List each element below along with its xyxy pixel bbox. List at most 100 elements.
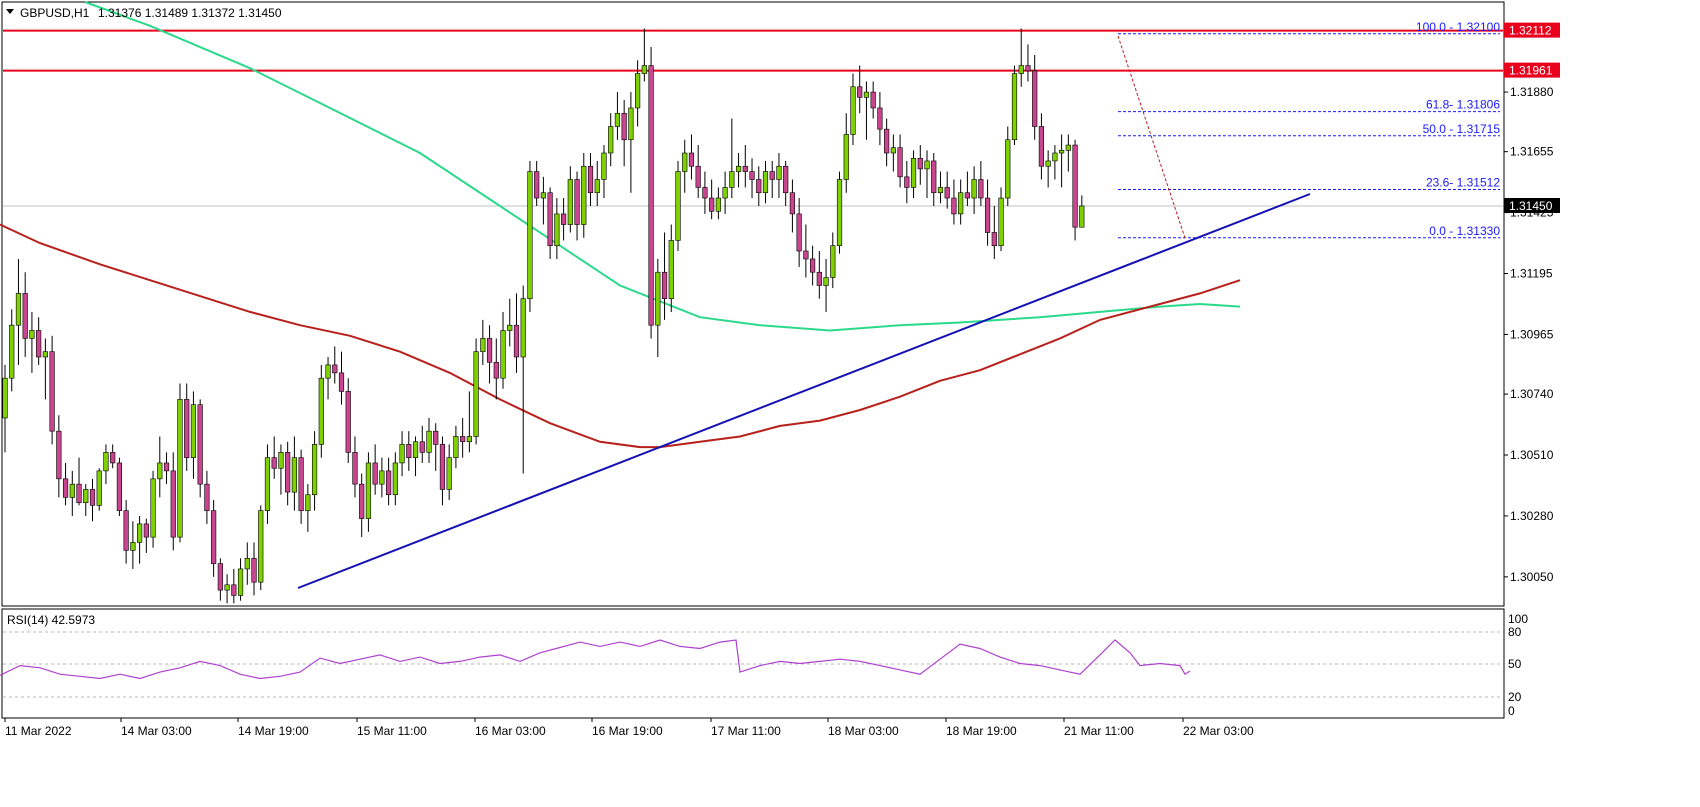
candle [816,251,822,299]
candle-body [130,542,136,551]
candle-body [379,470,385,485]
candle [857,65,863,114]
candle-body [587,165,594,194]
candle-body [608,126,614,154]
candle [729,118,735,199]
candle [2,364,8,453]
candle [998,187,1004,252]
candle [1052,145,1058,180]
candle [769,160,775,199]
candle [1072,139,1078,241]
time-tick-label: 14 Mar 19:00 [238,724,309,738]
candle [655,258,661,357]
candle-body [1059,150,1065,154]
resistance-label-lower: 1.31961 [1504,62,1560,78]
candle [803,224,809,278]
candle-body [984,197,991,233]
candle [500,311,506,389]
candle [493,338,499,400]
fibonacci-retracement[interactable]: 100.0 - 1.32100 61.8- 1.31806 50.0 - 1.317… [1118,20,1501,239]
fib-level-label: 50.0 - 1.31715 [1423,122,1501,136]
candle [184,383,190,471]
candle [735,153,742,188]
candle [96,468,102,511]
candle-body [769,171,775,180]
time-tick-label: 16 Mar 19:00 [592,724,663,738]
candle-body [224,584,230,591]
candle-body [729,171,735,188]
candle [534,160,540,206]
candle [103,444,109,485]
candle-body [635,73,641,109]
candle [143,518,149,554]
candle-body [843,134,849,180]
candle-body [715,197,721,212]
current-price-value: 1.31450 [1509,199,1553,213]
candle [116,457,123,516]
fib-level-label: 100.0 - 1.32100 [1416,20,1500,34]
candle-body [157,462,163,480]
candle-body [877,107,883,130]
price-tick-label: 1.30050 [1510,570,1554,584]
candle-body [904,176,910,188]
candle [419,425,425,463]
candle [379,457,385,498]
candle-body [776,165,782,180]
candle-body [783,165,789,194]
candle-body [1032,70,1038,127]
candle [749,158,755,199]
candle-body [184,399,190,458]
candle [237,558,244,601]
candle-body [641,65,647,74]
candle [890,134,896,172]
candle [412,436,419,477]
candle-body [433,430,439,445]
candle-body [386,470,392,496]
candle [527,160,533,312]
dropdown-triangle-icon[interactable] [6,9,14,14]
candle-body [958,192,964,215]
candle-body [581,165,587,225]
rsi-axis-20: 20 [1508,690,1522,704]
candle-body [601,152,607,180]
candle-body [237,568,244,596]
candle [83,484,89,516]
rsi-axis-0: 0 [1508,704,1515,718]
candle [386,457,392,506]
candle-body [1005,139,1011,199]
candle [1079,195,1085,228]
ascending-trendline[interactable] [297,193,1311,589]
fib-anchor-line[interactable] [1117,35,1186,239]
candle-body [365,462,372,519]
candle [1059,134,1065,188]
candle [1025,44,1031,82]
candle-body [978,179,984,199]
candle-body [1038,126,1045,167]
candle [668,224,674,312]
candle [49,335,55,445]
candle-body [574,179,580,225]
candle [453,425,459,469]
candle-body [688,152,695,167]
candle [163,452,170,485]
candle [910,150,917,199]
candle [776,153,782,199]
candle-body [325,364,331,379]
candle-body [1079,205,1085,228]
candle [850,73,856,146]
candle [870,81,876,119]
candle-body [473,351,479,437]
candle-body [951,197,957,215]
candle [709,179,715,220]
candle-body [924,160,930,170]
candle [1005,126,1011,206]
candle-body [22,293,28,339]
candle [460,417,466,458]
candle [285,441,291,506]
price-tick-label: 1.30965 [1510,327,1554,341]
candle [36,317,42,365]
candle [904,160,910,204]
candle-body [460,436,466,443]
candle [991,205,997,259]
candle [29,311,35,373]
